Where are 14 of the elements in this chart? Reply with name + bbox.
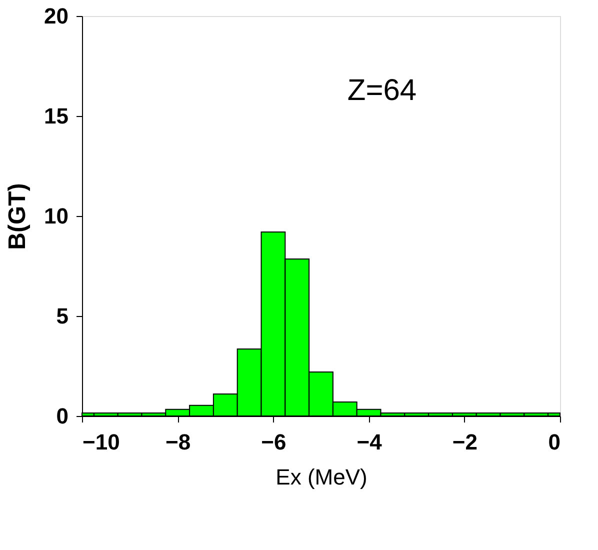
x-tick-label: −10 xyxy=(82,430,120,454)
x-tick-label: 0 xyxy=(548,430,560,454)
y-tick-label: 5 xyxy=(56,304,68,328)
y-tick-label: 15 xyxy=(44,104,68,128)
y-tick-label: 10 xyxy=(44,204,68,228)
x-axis-title: Ex (MeV) xyxy=(276,464,368,490)
annotation: Z=64 xyxy=(347,74,417,107)
x-tick-label: −6 xyxy=(261,430,286,454)
x-tick-label: −4 xyxy=(356,430,383,454)
x-tick-label: −8 xyxy=(166,430,191,454)
x-tick-label: −2 xyxy=(452,430,478,454)
y-tick-label: 0 xyxy=(56,404,68,428)
y-axis-title: B(GT) xyxy=(4,183,32,250)
y-tick-label: 20 xyxy=(44,4,68,28)
